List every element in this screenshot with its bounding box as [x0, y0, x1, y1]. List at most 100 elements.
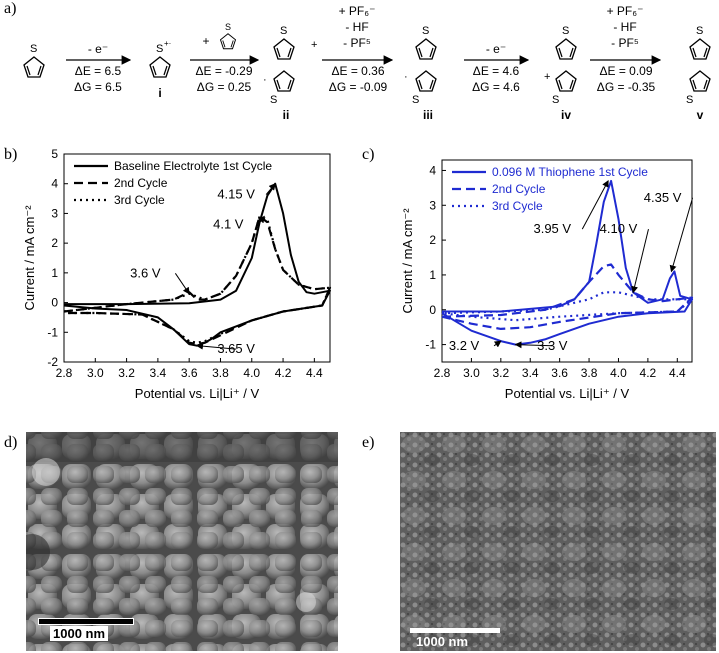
annotation-arrow — [257, 215, 265, 225]
y-tick-label: 0 — [51, 296, 58, 310]
legend-label-2: 2nd Cycle — [492, 182, 546, 196]
panel-label-e: e) — [362, 434, 375, 451]
y-tick-label: -1 — [425, 338, 436, 352]
step-5-reagent-1: + PF₆⁻ — [606, 4, 644, 18]
series-line-2 — [441, 263, 694, 330]
sulfur-label: S — [30, 43, 37, 55]
panel-label-b: b) — [4, 146, 18, 163]
series-line-3 — [441, 291, 694, 322]
x-tick-label: 3.2 — [118, 366, 135, 380]
step-2-reagent-plus: + — [202, 34, 210, 48]
y-tick-label: 4 — [429, 163, 436, 177]
step-3-reagent-2: - HF — [345, 20, 369, 34]
annotation-arrow — [581, 180, 609, 230]
y-axis-label: Current / mA cm⁻² — [22, 205, 37, 311]
grain-texture — [26, 432, 338, 651]
compound-i — [149, 56, 171, 78]
y-tick-label: -2 — [47, 355, 58, 369]
svg-text:S: S — [225, 22, 231, 32]
annotation-label: 3.65 V — [217, 341, 255, 356]
y-tick-label: 0 — [429, 303, 436, 317]
thiophene-start — [23, 56, 45, 78]
y-tick-label: 2 — [429, 233, 436, 247]
step-2-dG: ΔG = 0.25 — [196, 80, 252, 94]
series-line-2 — [63, 215, 332, 346]
compound-iii — [415, 38, 437, 60]
svg-text:+: + — [311, 39, 317, 51]
legend-label-1: Baseline Electrolyte 1st Cycle — [114, 159, 272, 173]
annotation-label: 4.35 V — [644, 190, 682, 205]
step-5-dE: ΔE = 0.09 — [599, 64, 653, 78]
annotation-arrow — [265, 182, 276, 195]
radical-cation-sup: +· — [164, 39, 171, 48]
step-2-dE: ΔE = -0.29 — [195, 64, 253, 78]
panel-label-c: c) — [362, 146, 375, 163]
svg-text:·: · — [404, 71, 408, 83]
thiophene-reagent — [220, 33, 236, 50]
x-tick-label: 3.6 — [551, 366, 568, 380]
x-tick-label: 4.4 — [306, 366, 323, 380]
scale-bar-line-d — [38, 618, 134, 625]
compound-v — [689, 38, 711, 60]
legend-label-2: 2nd Cycle — [114, 176, 168, 190]
annotation-arrow — [514, 341, 553, 349]
x-tick-label: 4.2 — [640, 366, 657, 380]
step-3-reagent-3: - PF⁵ — [343, 36, 371, 50]
step-4-reagent: - e⁻ — [485, 42, 507, 56]
step-3-reagent-1: + PF₆⁻ — [338, 4, 376, 18]
x-tick-label: 4.0 — [243, 366, 260, 380]
annotation-label: 4.15 V — [217, 187, 255, 202]
annotation-arrow — [669, 197, 694, 273]
step-3-dE: ΔE = 0.36 — [331, 64, 385, 78]
x-tick-label: 4.2 — [275, 366, 292, 380]
x-tick-label: 2.8 — [56, 366, 73, 380]
step-4-dG: ΔG = 4.6 — [472, 80, 520, 94]
y-tick-label: 1 — [51, 266, 58, 280]
svg-text:·: · — [263, 74, 267, 86]
svg-text:S: S — [412, 94, 419, 106]
x-tick-label: 3.4 — [150, 366, 167, 380]
y-tick-label: 3 — [429, 198, 436, 212]
svg-text:S: S — [552, 94, 559, 106]
x-tick-label: 3.0 — [87, 366, 104, 380]
y-tick-label: -1 — [47, 325, 58, 339]
y-tick-label: 1 — [429, 268, 436, 282]
svg-text:+: + — [544, 71, 550, 83]
step-1-reagent: - e⁻ — [87, 42, 109, 56]
panel-label-d: d) — [4, 434, 18, 451]
svg-text:S: S — [156, 43, 163, 55]
x-tick-label: 3.0 — [463, 366, 480, 380]
step-5-dG: ΔG = -0.35 — [596, 80, 656, 94]
step-5-reagent-3: - PF⁵ — [611, 36, 639, 50]
series-line-1 — [63, 182, 331, 347]
y-axis-label: Current / mA cm⁻² — [400, 208, 415, 314]
series-line-3 — [63, 215, 332, 344]
x-tick-label: 4.0 — [610, 366, 627, 380]
annotation-arrow — [196, 342, 237, 350]
x-tick-label: 3.8 — [581, 366, 598, 380]
annotation-label: 3.6 V — [130, 265, 161, 280]
step-3-dG: ΔG = -0.09 — [328, 80, 388, 94]
annotation-arrow — [493, 340, 502, 348]
sem-image-thiophene: 1000 nm — [400, 432, 716, 651]
annotation-label: 3.2 V — [449, 338, 480, 353]
x-tick-label: 4.4 — [669, 366, 686, 380]
legend-label-3: 3rd Cycle — [114, 193, 165, 207]
sem-image-baseline: 1000 nm — [26, 432, 338, 651]
y-tick-label: 3 — [51, 206, 58, 220]
compound-label-i: i — [158, 86, 162, 100]
annotation-label: 4.10 V — [600, 221, 638, 236]
step-5-reagent-2: - HF — [613, 20, 637, 34]
annotation-arrow — [631, 229, 649, 294]
svg-text:S: S — [422, 25, 429, 37]
annotation-label: 3.3 V — [537, 338, 568, 353]
svg-text:S: S — [280, 25, 287, 37]
step-1-dG: ΔG = 6.5 — [74, 80, 122, 94]
svg-text:S: S — [562, 25, 569, 37]
x-tick-label: 3.6 — [181, 366, 198, 380]
scale-bar-label-e: 1000 nm — [416, 634, 469, 649]
x-tick-label: 3.4 — [522, 366, 539, 380]
y-tick-label: 2 — [51, 236, 58, 250]
y-tick-label: 4 — [51, 177, 58, 191]
scale-bar-label-d: 1000 nm — [50, 626, 109, 641]
